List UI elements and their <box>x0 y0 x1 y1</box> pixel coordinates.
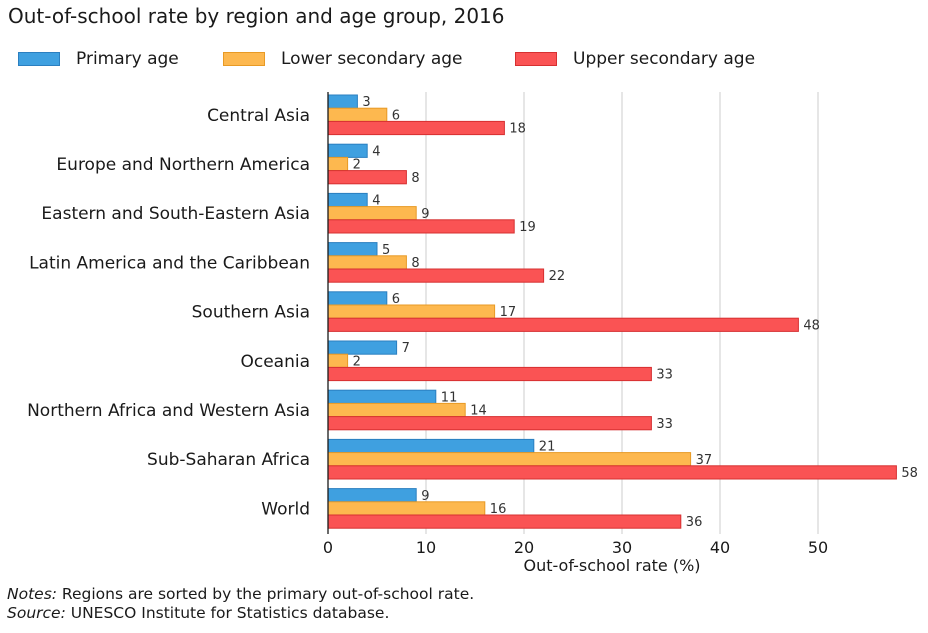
chart-notes: Notes: Regions are sorted by the primary… <box>7 585 474 623</box>
bar-southern-asia-primary <box>327 291 388 306</box>
data-label-southern-asia-upper-secondary: 48 <box>803 318 820 333</box>
data-label-latin-america-and-the-caribbean-lower-secondary: 8 <box>411 256 419 271</box>
x-tick-label-20: 20 <box>514 538 534 557</box>
chart-legend: Primary age Lower secondary age Upper se… <box>18 46 918 72</box>
legend-label-lower-secondary: Lower secondary age <box>281 49 463 69</box>
legend-swatch-upper-secondary <box>515 52 557 66</box>
bar-northern-africa-and-western-asia-primary <box>327 389 437 404</box>
source-text: UNESCO Institute for Statistics database… <box>65 604 390 622</box>
data-label-southern-asia-primary: 6 <box>392 292 400 307</box>
data-label-eastern-and-south-eastern-asia-upper-secondary: 19 <box>519 220 536 235</box>
data-label-northern-africa-and-western-asia-primary: 11 <box>441 390 458 405</box>
bar-world-upper-secondary <box>327 514 682 529</box>
bar-eastern-and-south-eastern-asia-primary <box>327 192 368 208</box>
category-label-central-asia: Central Asia <box>207 106 310 126</box>
x-tick-label-10: 10 <box>416 538 436 557</box>
bar-eastern-and-south-eastern-asia-upper-secondary <box>327 219 515 234</box>
data-label-europe-and-northern-america-primary: 4 <box>372 144 380 159</box>
bar-sub-saharan-africa-lower-secondary <box>327 452 692 467</box>
data-label-latin-america-and-the-caribbean-upper-secondary: 22 <box>549 269 566 284</box>
data-label-eastern-and-south-eastern-asia-lower-secondary: 9 <box>421 207 429 222</box>
bar-world-lower-secondary <box>327 501 486 516</box>
data-label-oceania-lower-secondary: 2 <box>353 354 361 369</box>
bar-sub-saharan-africa-upper-secondary <box>327 465 897 480</box>
legend-label-upper-secondary: Upper secondary age <box>573 49 756 69</box>
category-label-oceania: Oceania <box>240 352 310 372</box>
data-label-oceania-primary: 7 <box>402 341 410 356</box>
bar-central-asia-upper-secondary <box>327 120 505 136</box>
legend-item-lower-secondary[interactable]: Lower secondary age <box>223 46 463 72</box>
data-label-sub-saharan-africa-primary: 21 <box>539 440 556 455</box>
bar-world-primary <box>327 488 417 503</box>
bar-latin-america-and-the-caribbean-upper-secondary <box>327 268 545 283</box>
data-label-oceania-upper-secondary: 33 <box>656 368 673 383</box>
bar-europe-and-northern-america-primary <box>327 143 368 158</box>
data-label-central-asia-primary: 3 <box>362 95 370 110</box>
notes-text: Regions are sorted by the primary out-of… <box>57 585 475 603</box>
data-label-world-upper-secondary: 36 <box>686 515 703 530</box>
legend-label-primary: Primary age <box>76 49 179 69</box>
bar-oceania-primary <box>327 340 398 355</box>
x-tick-label-40: 40 <box>710 538 730 557</box>
chart-title: Out-of-school rate by region and age gro… <box>8 4 505 28</box>
data-label-northern-africa-and-western-asia-upper-secondary: 33 <box>656 417 673 432</box>
bar-southern-asia-upper-secondary <box>327 317 799 332</box>
category-label-world: World <box>261 499 310 519</box>
bar-northern-africa-and-western-asia-lower-secondary <box>327 402 466 418</box>
bar-southern-asia-lower-secondary <box>327 304 496 319</box>
x-tick-label-50: 50 <box>808 538 828 557</box>
notes-label: Notes: <box>7 585 57 603</box>
bar-sub-saharan-africa-primary <box>327 438 535 454</box>
x-axis-label: Out-of-school rate (%) <box>523 556 700 575</box>
data-label-southern-asia-lower-secondary: 17 <box>500 305 517 320</box>
bar-central-asia-lower-secondary <box>327 107 388 122</box>
category-label-northern-africa-and-western-asia: Northern Africa and Western Asia <box>27 401 310 421</box>
category-label-southern-asia: Southern Asia <box>192 303 310 323</box>
legend-item-primary[interactable]: Primary age <box>18 46 179 72</box>
data-label-eastern-and-south-eastern-asia-primary: 4 <box>372 194 380 209</box>
category-label-europe-and-northern-america: Europe and Northern America <box>56 155 310 175</box>
data-label-northern-africa-and-western-asia-lower-secondary: 14 <box>470 404 487 419</box>
bar-latin-america-and-the-caribbean-primary <box>327 242 378 257</box>
data-label-world-lower-secondary: 16 <box>490 502 507 517</box>
data-label-sub-saharan-africa-lower-secondary: 37 <box>696 453 713 468</box>
source-label: Source: <box>7 604 66 622</box>
data-label-central-asia-lower-secondary: 6 <box>392 108 400 123</box>
x-tick-label-30: 30 <box>612 538 632 557</box>
bar-eastern-and-south-eastern-asia-lower-secondary <box>327 206 417 221</box>
category-label-latin-america-and-the-caribbean: Latin America and the Caribbean <box>29 253 310 273</box>
source-line: Source: UNESCO Institute for Statistics … <box>7 604 474 623</box>
category-label-eastern-and-south-eastern-asia: Eastern and South-Eastern Asia <box>41 204 310 224</box>
data-label-sub-saharan-africa-upper-secondary: 58 <box>901 466 918 481</box>
bar-northern-africa-and-western-asia-upper-secondary <box>327 416 652 431</box>
legend-item-upper-secondary[interactable]: Upper secondary age <box>515 46 755 72</box>
bar-europe-and-northern-america-upper-secondary <box>327 170 407 185</box>
x-tick-label-0: 0 <box>323 538 333 557</box>
data-label-europe-and-northern-america-upper-secondary: 8 <box>411 171 419 186</box>
bar-central-asia-primary <box>327 94 358 109</box>
data-label-world-primary: 9 <box>421 489 429 504</box>
notes-line: Notes: Regions are sorted by the primary… <box>7 585 474 604</box>
legend-swatch-lower-secondary <box>223 52 265 66</box>
data-label-central-asia-upper-secondary: 18 <box>509 122 526 137</box>
data-label-europe-and-northern-america-lower-secondary: 2 <box>353 158 361 173</box>
bar-europe-and-northern-america-lower-secondary <box>327 156 349 172</box>
category-label-sub-saharan-africa: Sub-Saharan Africa <box>147 450 310 470</box>
legend-swatch-primary <box>18 52 60 66</box>
data-label-latin-america-and-the-caribbean-primary: 5 <box>382 243 390 258</box>
bar-oceania-upper-secondary <box>327 366 652 382</box>
bar-oceania-lower-secondary <box>327 353 349 368</box>
bar-latin-america-and-the-caribbean-lower-secondary <box>327 255 407 270</box>
